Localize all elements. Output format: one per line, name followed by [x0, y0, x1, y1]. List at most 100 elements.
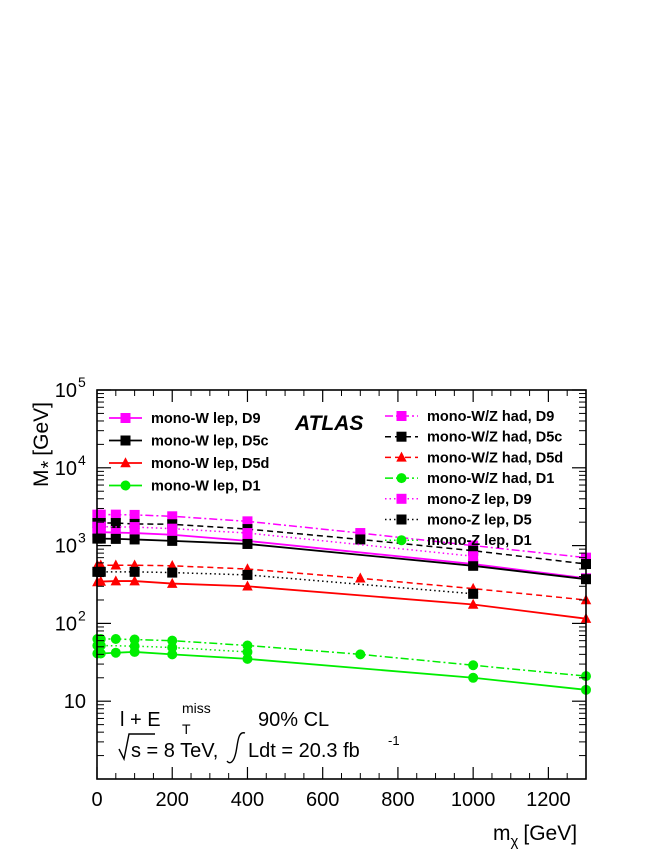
data-point	[242, 538, 253, 549]
legend-entry-mono-w-lep-d1: mono-W lep, D1	[109, 479, 261, 495]
data-point	[110, 575, 122, 586]
data-point	[95, 640, 106, 651]
legend-entry-mono-z-lep-d1: mono-Z lep, D1	[385, 533, 532, 549]
data-point	[167, 635, 178, 646]
data-point	[355, 528, 366, 539]
series-mono-w-z-had-d1	[92, 634, 591, 682]
legend-marker	[396, 514, 407, 525]
x-tick-label: 1000	[451, 789, 496, 811]
legend-label: mono-W lep, D5d	[151, 456, 269, 472]
data-point	[129, 566, 140, 577]
data-point	[467, 598, 479, 609]
data-point	[110, 559, 122, 570]
y-tick-exponent: 5	[78, 374, 86, 390]
energy-annotation: s = 8 TeV, Ldt = 20.3 fb -1	[118, 732, 400, 764]
series-layer	[92, 509, 592, 695]
y-axis-label: M	[30, 470, 53, 488]
experiment-label: ATLAS	[294, 412, 363, 435]
data-point	[468, 551, 479, 562]
series-line	[97, 525, 474, 557]
data-point	[242, 528, 253, 539]
legend-label: mono-Z lep, D5	[427, 513, 532, 529]
data-point	[167, 511, 178, 522]
y-tick-exponent: 2	[78, 607, 86, 623]
data-point	[242, 580, 253, 591]
legend-marker	[396, 411, 407, 421]
integral-icon	[226, 732, 246, 764]
y-tick-label: 10	[64, 691, 86, 713]
y-tick-label: 10	[55, 458, 77, 480]
series-line	[97, 638, 587, 677]
legend-marker	[120, 457, 131, 468]
legend-marker	[120, 435, 131, 446]
legend-entry-mono-w-z-had-d5c: mono-W/Z had, D5c	[385, 430, 562, 446]
y-tick-label: 10	[55, 536, 77, 558]
channel-superscript: miss	[182, 700, 211, 716]
y-axis-unit: [GeV]	[30, 402, 53, 456]
data-point	[167, 642, 178, 653]
x-tick-label: 800	[381, 789, 414, 811]
cl-label: 90% CL	[258, 709, 329, 731]
data-point	[110, 527, 121, 538]
data-point	[468, 588, 479, 599]
data-point	[167, 567, 178, 578]
legend-entry-mono-z-lep-d9: mono-Z lep, D9	[385, 492, 532, 508]
legend-entry-mono-w-lep-d9: mono-W lep, D9	[109, 411, 261, 427]
data-point	[95, 648, 106, 659]
legend-label: mono-W/Z had, D9	[427, 409, 554, 425]
legend-label: mono-Z lep, D9	[427, 492, 532, 508]
x-tick-label: 1200	[526, 789, 571, 811]
legend-label: mono-W lep, D5c	[151, 434, 269, 450]
data-point	[95, 509, 106, 520]
legend-label: mono-W/Z had, D5c	[427, 430, 562, 446]
lumi-superscript: -1	[388, 733, 400, 748]
data-point	[129, 528, 140, 539]
legend-left: mono-W lep, D9 mono-W lep, D5c mono-W lep,…	[109, 411, 269, 495]
x-axis-title: mχ [GeV]	[493, 822, 577, 850]
svg-text:mχ[GeV]: mχ [GeV]	[493, 822, 577, 850]
data-point	[242, 646, 253, 657]
data-point	[167, 529, 178, 540]
data-point	[110, 634, 121, 645]
data-point	[95, 575, 107, 586]
legend-marker	[396, 451, 407, 462]
data-point	[167, 523, 178, 534]
series-mono-w-lep-d1	[92, 646, 591, 695]
data-point	[468, 660, 479, 671]
x-axis-unit: [GeV]	[523, 822, 577, 845]
legend-entry-mono-w-lep-d5c: mono-W lep, D5c	[109, 434, 269, 450]
channel-subscript: T	[182, 721, 191, 737]
data-point	[468, 672, 479, 683]
series-mono-w-z-had-d5d	[92, 559, 592, 605]
data-point	[110, 533, 121, 544]
y-tick-label: 10	[55, 380, 77, 402]
data-point	[110, 518, 121, 529]
legend-marker	[120, 480, 131, 491]
legend-right: mono-W/Z had, D9 mono-W/Z had, D5c mono-W/…	[385, 409, 563, 549]
data-point	[167, 535, 178, 546]
x-axis-sub: χ	[511, 833, 519, 850]
data-point	[355, 649, 366, 660]
legend-entry-mono-z-lep-d5: mono-Z lep, D5	[385, 513, 532, 529]
data-point	[166, 577, 178, 588]
x-tick-label: 400	[231, 789, 264, 811]
data-point	[167, 649, 178, 660]
legend-marker	[396, 431, 407, 442]
sqrt-icon	[118, 733, 155, 762]
data-point	[242, 653, 253, 664]
data-point	[95, 521, 106, 532]
x-tick-label: 200	[156, 789, 189, 811]
legend-label: mono-W/Z had, D1	[427, 471, 554, 487]
series-mono-z-lep-d1	[92, 640, 253, 657]
y-axis-sub: *	[38, 461, 60, 469]
data-point	[242, 569, 253, 580]
legend-marker	[396, 493, 407, 504]
data-point	[468, 540, 479, 551]
lumi-label: Ldt = 20.3 fb	[248, 740, 360, 762]
energy-label: s = 8 TeV,	[131, 740, 218, 762]
legend-entry-mono-w-z-had-d5d: mono-W/Z had, D5d	[385, 450, 563, 466]
series-line	[97, 513, 587, 559]
legend-label: mono-Z lep, D1	[427, 533, 532, 549]
